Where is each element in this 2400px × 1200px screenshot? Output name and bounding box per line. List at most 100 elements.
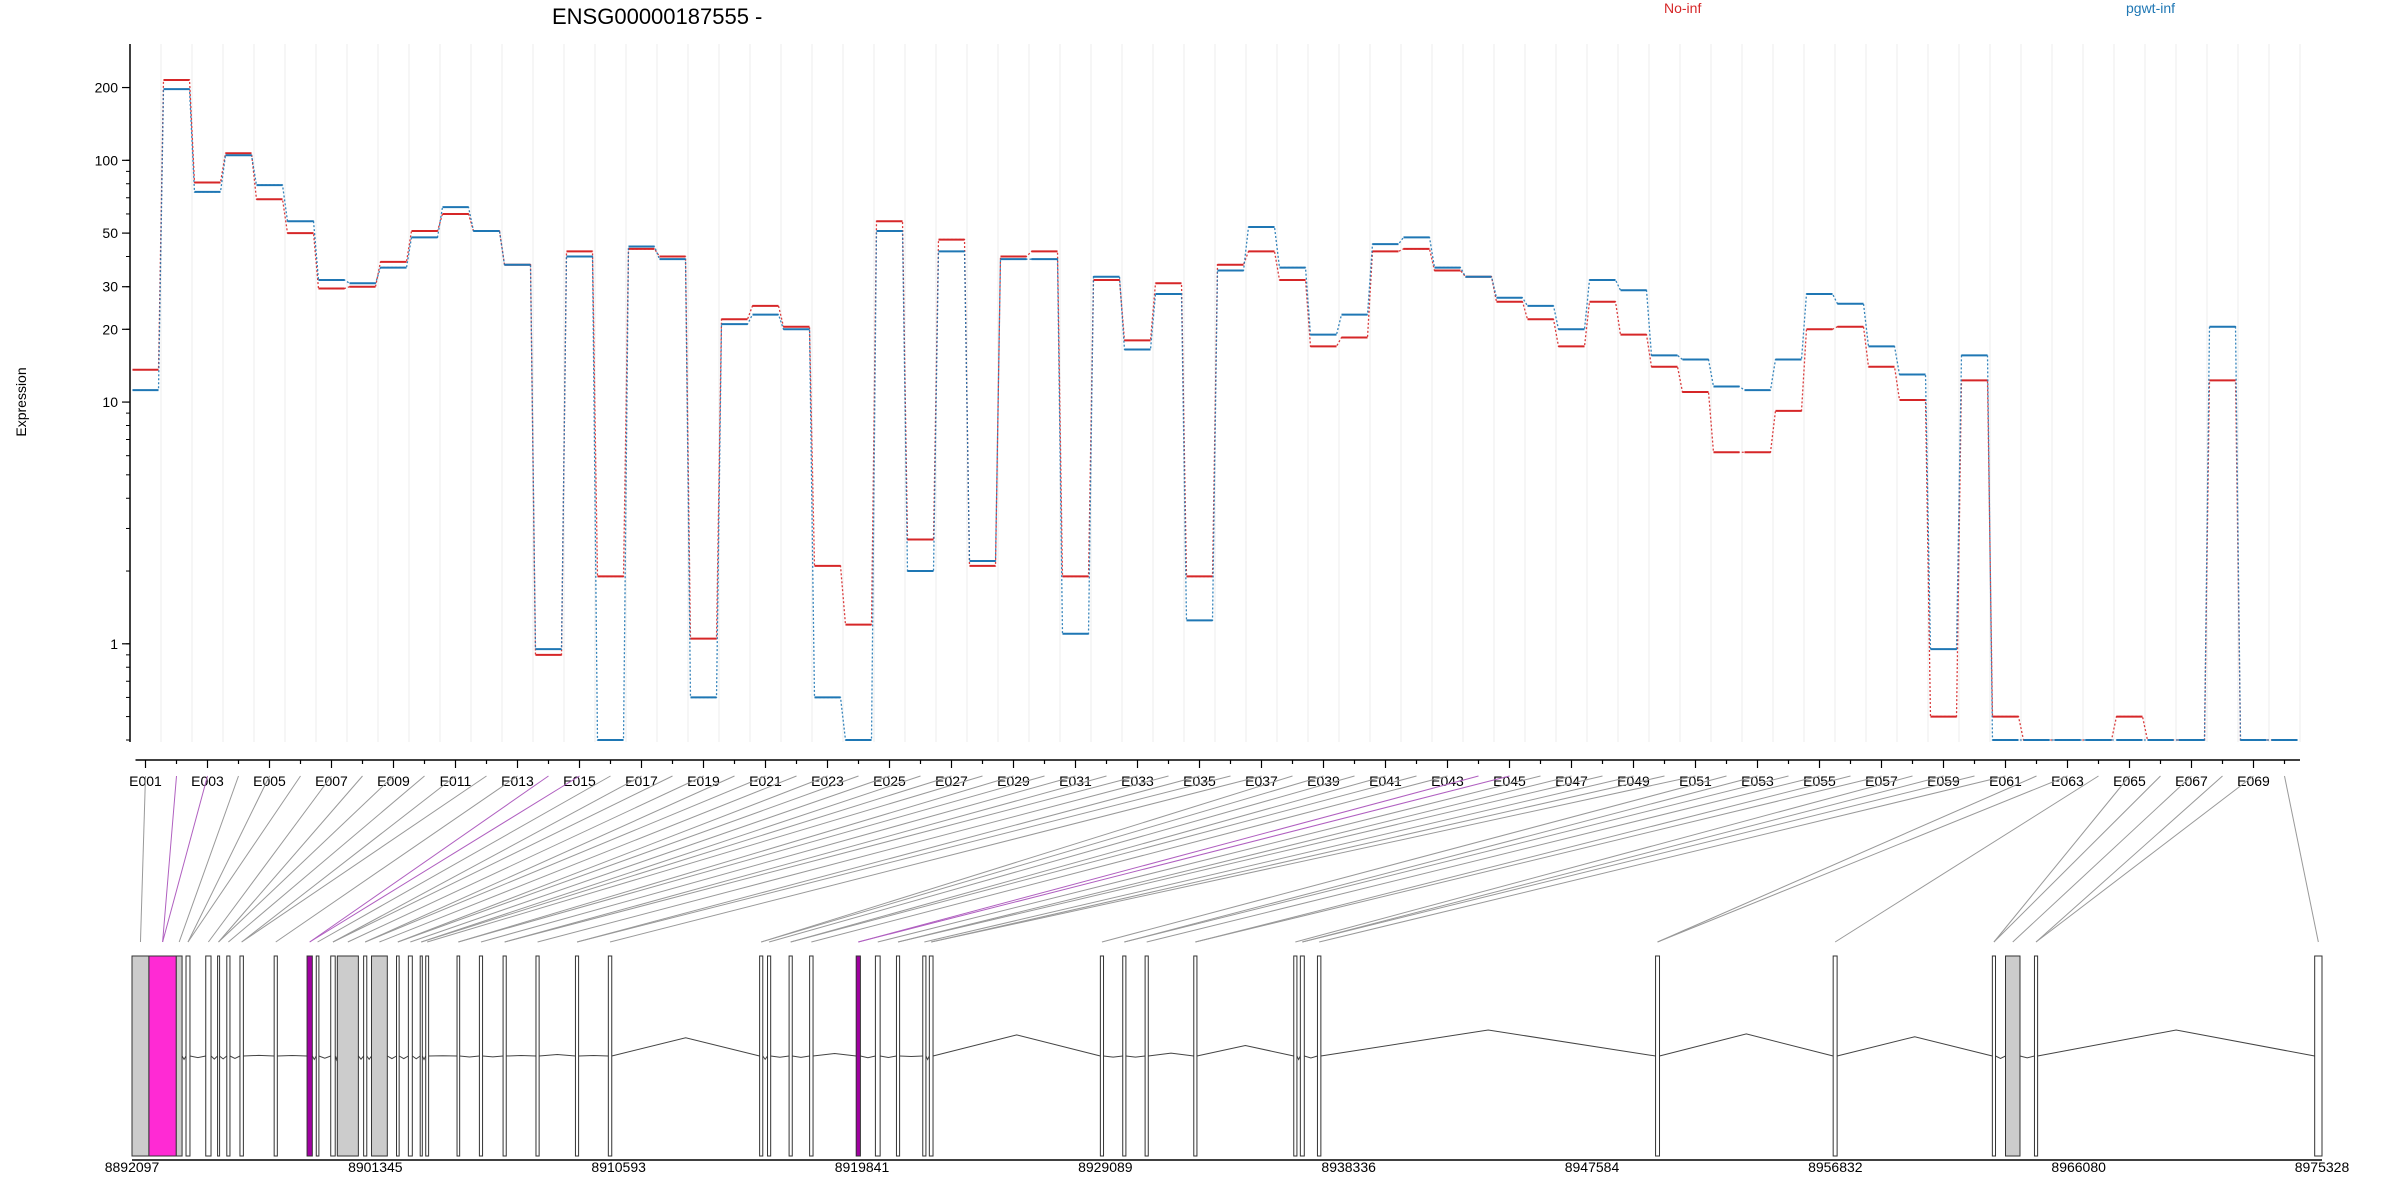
exon bbox=[148, 955, 177, 1157]
exon bbox=[1991, 955, 1997, 1157]
intron bbox=[1103, 1055, 1123, 1058]
intron bbox=[1320, 1029, 1656, 1057]
y-axis: 1 10 20 30 50 100 200 bbox=[95, 44, 131, 742]
x-tick-label: E005 bbox=[253, 773, 286, 789]
exon bbox=[1122, 955, 1127, 1157]
exon-connector bbox=[458, 775, 1014, 943]
exon-connector bbox=[811, 775, 1448, 943]
coordinate-label: 8929089 bbox=[1078, 1159, 1133, 1175]
exon bbox=[306, 955, 313, 1157]
x-tick-label: E043 bbox=[1431, 773, 1464, 789]
intron bbox=[2037, 1029, 2315, 1057]
intron bbox=[459, 1055, 480, 1058]
exon-connector bbox=[228, 775, 425, 943]
intron bbox=[189, 1055, 206, 1059]
exon-connector bbox=[427, 775, 983, 943]
exon-connector bbox=[187, 775, 270, 943]
exon-connector bbox=[1657, 775, 2037, 943]
x-tick-label: E027 bbox=[935, 773, 968, 789]
exon-connector bbox=[1195, 775, 1882, 943]
y-axis-label: Expression bbox=[13, 367, 29, 436]
exon bbox=[2033, 955, 2039, 1157]
exon-connector bbox=[1319, 775, 2006, 943]
exon bbox=[185, 955, 191, 1157]
intron bbox=[2019, 1055, 2035, 1059]
exon bbox=[767, 955, 772, 1157]
exon-connector bbox=[309, 775, 580, 943]
exon-connector bbox=[365, 775, 735, 943]
exon bbox=[175, 955, 183, 1157]
exon-connector bbox=[332, 775, 673, 943]
intron bbox=[1148, 1052, 1194, 1057]
exon bbox=[217, 955, 221, 1157]
intron bbox=[792, 1055, 810, 1058]
intron bbox=[318, 1055, 331, 1059]
exon bbox=[407, 955, 413, 1157]
exon-connector bbox=[858, 775, 1479, 943]
exon-connector bbox=[365, 775, 766, 943]
exon-connector bbox=[877, 775, 1541, 943]
exon bbox=[1293, 955, 1298, 1157]
y-tick-label: 200 bbox=[95, 80, 119, 96]
exon-connector bbox=[162, 775, 208, 943]
exon bbox=[226, 955, 231, 1157]
chart-title: ENSG00000187555 - bbox=[552, 4, 762, 29]
x-tick-label: E015 bbox=[563, 773, 596, 789]
intron bbox=[357, 1055, 365, 1060]
exon bbox=[874, 955, 881, 1157]
y-tick-label: 10 bbox=[102, 394, 118, 410]
x-tick-label: E055 bbox=[1803, 773, 1836, 789]
coordinate-label: 8947584 bbox=[1565, 1159, 1620, 1175]
gene-model: 8892097 8901345 8910593 8919841 8929089 89383… bbox=[105, 955, 2349, 1175]
exon-connector bbox=[317, 775, 611, 943]
intron bbox=[243, 1054, 275, 1057]
coordinate-label: 8919841 bbox=[835, 1159, 890, 1175]
exon-connector bbox=[410, 775, 890, 943]
exon bbox=[2314, 955, 2323, 1157]
exon-connector bbox=[1657, 775, 2068, 943]
x-tick-label: E007 bbox=[315, 773, 348, 789]
y-tick-label: 1 bbox=[110, 636, 118, 652]
intron bbox=[229, 1055, 241, 1060]
exon-connector bbox=[421, 775, 921, 943]
intron bbox=[1659, 1033, 1834, 1057]
exon bbox=[363, 955, 368, 1157]
exon-connectors bbox=[139, 775, 2319, 943]
exon bbox=[855, 955, 861, 1157]
y-tick-label: 30 bbox=[102, 279, 118, 295]
exon bbox=[315, 955, 320, 1157]
x-tick-label: E069 bbox=[2237, 773, 2270, 789]
intron bbox=[770, 1055, 790, 1058]
exon-connector bbox=[1295, 775, 1913, 943]
intron bbox=[210, 1055, 218, 1060]
x-tick-label: E003 bbox=[191, 773, 224, 789]
x-tick-label: E029 bbox=[997, 773, 1030, 789]
intron bbox=[482, 1055, 504, 1058]
exon-connector bbox=[347, 775, 704, 943]
exon-connector bbox=[397, 775, 828, 943]
exon-connector bbox=[218, 775, 363, 943]
series-line bbox=[132, 88, 2298, 741]
intron bbox=[932, 1034, 1101, 1057]
exon-connector bbox=[858, 775, 1510, 943]
exon-connector bbox=[931, 775, 1696, 943]
exon-connector bbox=[207, 775, 332, 943]
exon-connector bbox=[924, 775, 1634, 943]
intron bbox=[762, 1055, 768, 1061]
exon bbox=[419, 955, 423, 1157]
x-axis: E001 E003 E005 E007 E009 E011 E013 E015 E017 E019… bbox=[129, 759, 2300, 789]
coordinate-label: 8910593 bbox=[591, 1159, 646, 1175]
exon-connector bbox=[275, 775, 518, 943]
exon bbox=[2005, 955, 2021, 1157]
intron bbox=[421, 1055, 427, 1061]
exon-connector bbox=[2012, 775, 2192, 943]
exon-connector bbox=[576, 775, 1231, 943]
x-tick-label: E039 bbox=[1307, 773, 1340, 789]
x-tick-label: E019 bbox=[687, 773, 720, 789]
intron bbox=[860, 1055, 876, 1059]
exon-connector bbox=[397, 775, 859, 943]
x-tick-label: E045 bbox=[1493, 773, 1526, 789]
intron bbox=[1196, 1044, 1294, 1057]
coordinate-label: 8956832 bbox=[1808, 1159, 1863, 1175]
